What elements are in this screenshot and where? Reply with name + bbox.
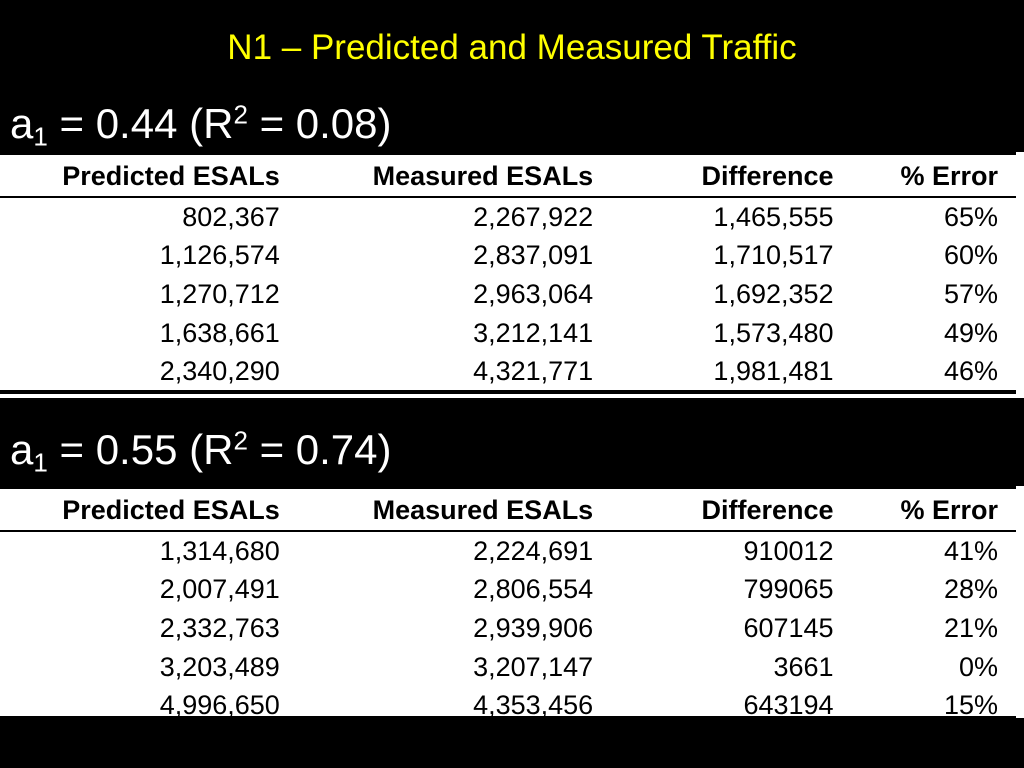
table-header-row: Predicted ESALs Measured ESALs Differenc…	[0, 154, 1016, 198]
cell-error: 0%	[958, 651, 998, 682]
cell-difference: 1,710,517	[713, 240, 834, 271]
cell-measured: 2,806,554	[473, 574, 594, 605]
table-rule	[0, 152, 1016, 155]
table-row: 2,340,290 4,321,771 1,981,481 46%	[0, 352, 1016, 391]
cell-measured: 2,267,922	[473, 201, 594, 232]
col-header-difference: Difference	[701, 160, 834, 191]
table-rule	[0, 486, 1016, 489]
cell-error: 46%	[943, 356, 998, 387]
table-row: 1,638,661 3,212,141 1,573,480 49%	[0, 314, 1016, 353]
cell-difference: 799065	[743, 574, 834, 605]
table-row: 2,007,491 2,806,554 799065 28%	[0, 571, 1016, 610]
slide-title: N1 – Predicted and Measured Traffic	[227, 28, 797, 67]
cell-error: 57%	[943, 278, 998, 309]
cell-difference: 3661	[773, 651, 834, 682]
cell-measured: 3,212,141	[473, 317, 594, 348]
table-row: 2,332,763 2,939,906 607145 21%	[0, 609, 1016, 648]
cell-difference: 607145	[743, 612, 834, 643]
table-row: 4,996,650 4,353,456 643194 15%	[0, 686, 1016, 725]
cell-measured: 2,837,091	[473, 240, 594, 271]
cell-difference: 910012	[743, 535, 834, 566]
cell-difference: 643194	[743, 690, 834, 721]
cell-difference: 1,692,352	[713, 278, 834, 309]
heading-subscript: 1	[33, 447, 48, 478]
cell-predicted: 1,126,574	[159, 240, 280, 271]
col-header-error: % Error	[900, 494, 998, 525]
traffic-table-2-panel: Predicted ESALs Measured ESALs Differenc…	[0, 486, 1024, 720]
heading-var: a	[10, 100, 34, 147]
section-heading-r2-008: a1 = 0.44 (R2 = 0.08)	[10, 98, 392, 150]
table-row: 1,126,574 2,837,091 1,710,517 60%	[0, 237, 1016, 276]
traffic-table-1: Predicted ESALs Measured ESALs Differenc…	[0, 154, 1016, 391]
cell-predicted: 1,638,661	[159, 317, 280, 348]
cell-measured: 2,939,906	[473, 612, 594, 643]
cell-measured: 4,321,771	[473, 356, 594, 387]
heading-equation: = 0.55 (R	[47, 426, 234, 473]
col-header-predicted: Predicted ESALs	[62, 494, 280, 525]
cell-measured: 4,353,456	[473, 690, 594, 721]
cell-difference: 1,465,555	[713, 201, 834, 232]
cell-error: 60%	[943, 240, 998, 271]
cell-measured: 2,224,691	[473, 535, 594, 566]
table-row: 3,203,489 3,207,147 3661 0%	[0, 648, 1016, 687]
cell-predicted: 802,367	[182, 201, 280, 232]
table-rule	[0, 716, 1016, 718]
table-rule	[0, 196, 1016, 198]
heading-superscript: 2	[233, 99, 248, 130]
cell-measured: 3,207,147	[473, 651, 594, 682]
cell-predicted: 2,340,290	[159, 356, 280, 387]
traffic-table-1-panel: Predicted ESALs Measured ESALs Differenc…	[0, 152, 1024, 398]
heading-subscript: 1	[33, 121, 48, 152]
table-rule	[0, 390, 1016, 394]
cell-error: 28%	[943, 574, 998, 605]
cell-error: 49%	[943, 317, 998, 348]
table-rule	[0, 530, 1016, 532]
table-row: 1,270,712 2,963,064 1,692,352 57%	[0, 275, 1016, 314]
cell-error: 41%	[943, 535, 998, 566]
cell-predicted: 3,203,489	[159, 651, 280, 682]
table-row: 802,367 2,267,922 1,465,555 65%	[0, 198, 1016, 237]
cell-difference: 1,573,480	[713, 317, 834, 348]
cell-predicted: 2,332,763	[159, 612, 280, 643]
traffic-table-2: Predicted ESALs Measured ESALs Differenc…	[0, 488, 1016, 725]
cell-error: 15%	[943, 690, 998, 721]
cell-error: 21%	[943, 612, 998, 643]
col-header-error: % Error	[900, 160, 998, 191]
cell-measured: 2,963,064	[473, 278, 594, 309]
cell-predicted: 1,270,712	[159, 278, 280, 309]
col-header-difference: Difference	[701, 494, 834, 525]
heading-equation: = 0.44 (R	[47, 100, 234, 147]
col-header-measured: Measured ESALs	[372, 494, 594, 525]
cell-difference: 1,981,481	[713, 356, 834, 387]
heading-superscript: 2	[233, 425, 248, 456]
section-heading-r2-074: a1 = 0.55 (R2 = 0.74)	[10, 424, 392, 476]
table-row: 1,314,680 2,224,691 910012 41%	[0, 532, 1016, 571]
heading-tail: = 0.74)	[247, 426, 392, 473]
heading-var: a	[10, 426, 34, 473]
table-header-row: Predicted ESALs Measured ESALs Differenc…	[0, 488, 1016, 532]
cell-predicted: 2,007,491	[159, 574, 280, 605]
heading-tail: = 0.08)	[247, 100, 392, 147]
cell-error: 65%	[943, 201, 998, 232]
col-header-measured: Measured ESALs	[372, 160, 594, 191]
col-header-predicted: Predicted ESALs	[62, 160, 280, 191]
cell-predicted: 4,996,650	[159, 690, 280, 721]
cell-predicted: 1,314,680	[159, 535, 280, 566]
